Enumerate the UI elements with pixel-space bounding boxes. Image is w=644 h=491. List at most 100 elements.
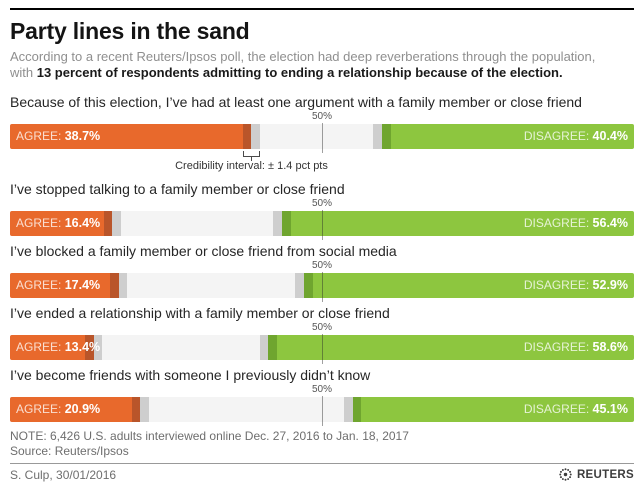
agree-ci-gray bbox=[93, 335, 103, 360]
disagree-bar bbox=[361, 397, 634, 422]
credibility-interval-annotation: Credibility interval: ± 1.4 pct pts bbox=[10, 149, 634, 174]
page-title: Party lines in the sand bbox=[10, 18, 250, 44]
fifty-percent-label: 50% bbox=[311, 111, 333, 122]
charts-container: Because of this election, I’ve had at le… bbox=[10, 94, 634, 426]
bar-track: AGREE: 38.7% DISAGREE: 40.4% bbox=[10, 124, 634, 149]
agree-value-label: AGREE: 13.4% bbox=[16, 335, 100, 360]
fifty-percent-label: 50% bbox=[311, 322, 333, 333]
fifty-percent-line bbox=[322, 123, 323, 153]
disagree-tag: DISAGREE: bbox=[523, 216, 590, 230]
disagree-tag: DISAGREE: bbox=[523, 278, 590, 292]
fifty-percent-line bbox=[322, 210, 323, 240]
disagree-ci-dark bbox=[268, 335, 278, 360]
disagree-value-label: DISAGREE: 45.1% bbox=[524, 397, 628, 422]
fifty-percent-label: 50% bbox=[311, 260, 333, 271]
question-label: I’ve ended a relationship with a family … bbox=[10, 305, 390, 321]
question-label: I’ve stopped talking to a family member … bbox=[10, 181, 345, 197]
agree-ci-gray bbox=[112, 211, 122, 236]
reuters-logo: REUTERS bbox=[558, 467, 634, 482]
agree-value-label: AGREE: 20.9% bbox=[16, 397, 100, 422]
reuters-dotted-circle-icon bbox=[559, 468, 572, 481]
agree-bar bbox=[10, 124, 243, 149]
footnote: NOTE: 6,426 U.S. adults interviewed onli… bbox=[10, 429, 409, 443]
disagree-value: 58.6% bbox=[592, 340, 628, 354]
infographic-page: Party lines in the sand According to a r… bbox=[0, 8, 644, 491]
agree-ci-dark bbox=[131, 397, 141, 422]
disagree-bar bbox=[290, 211, 634, 236]
poll-chart: Because of this election, I’ve had at le… bbox=[10, 94, 634, 174]
bar-track: AGREE: 13.4% DISAGREE: 58.6% bbox=[10, 335, 634, 360]
agree-value-label: AGREE: 38.7% bbox=[16, 124, 100, 149]
question-label: I’ve blocked a family member or close fr… bbox=[10, 243, 397, 259]
bar-area: 50% AGREE: 17.4% DISAGREE: 52.9% bbox=[10, 260, 634, 302]
bar-area: 50% AGREE: 13.4% DISAGREE: 58.6% bbox=[10, 322, 634, 364]
agree-value: 16.4% bbox=[64, 216, 101, 230]
disagree-ci-gray bbox=[259, 335, 269, 360]
disagree-bar bbox=[390, 124, 634, 149]
disagree-ci-gray bbox=[373, 124, 382, 149]
fifty-percent-line bbox=[322, 334, 323, 364]
source-line: Source: Reuters/Ipsos bbox=[10, 444, 129, 458]
agree-value: 13.4% bbox=[64, 340, 101, 354]
subtitle: According to a recent Reuters/Ipsos poll… bbox=[10, 49, 634, 81]
credit-row: S. Culp, 30/01/2016 REUTERS bbox=[10, 467, 634, 482]
footer-rule bbox=[10, 463, 634, 464]
agree-value: 20.9% bbox=[64, 402, 101, 416]
agree-tag: AGREE: bbox=[16, 402, 62, 416]
agree-ci-dark bbox=[109, 273, 119, 298]
disagree-value-label: DISAGREE: 58.6% bbox=[524, 335, 628, 360]
credibility-interval-text: Credibility interval: ± 1.4 pct pts bbox=[175, 160, 328, 172]
poll-chart: I’ve stopped talking to a family member … bbox=[10, 181, 634, 240]
bar-track: AGREE: 16.4% DISAGREE: 56.4% bbox=[10, 211, 634, 236]
disagree-tag: DISAGREE: bbox=[523, 340, 590, 354]
subtitle-line2-bold: 13 percent of respondents admitting to e… bbox=[36, 65, 563, 80]
agree-ci-gray bbox=[140, 397, 150, 422]
agree-ci-dark bbox=[242, 124, 252, 149]
agree-tag: AGREE: bbox=[16, 278, 62, 292]
poll-chart: I’ve ended a relationship with a family … bbox=[10, 305, 634, 364]
disagree-bar bbox=[277, 335, 634, 360]
bar-track: AGREE: 20.9% DISAGREE: 45.1% bbox=[10, 397, 634, 422]
bar-area: 50% AGREE: 38.7% DISAGREE: 40.4% bbox=[10, 111, 634, 153]
agree-bar bbox=[10, 273, 110, 298]
question-label: I’ve become friends with someone I previ… bbox=[10, 367, 371, 383]
credibility-bracket-tick bbox=[251, 157, 253, 161]
disagree-tag: DISAGREE: bbox=[523, 402, 590, 416]
fifty-percent-line bbox=[322, 396, 323, 426]
disagree-tag: DISAGREE: bbox=[523, 129, 590, 143]
agree-bar bbox=[10, 335, 85, 360]
disagree-value-label: DISAGREE: 40.4% bbox=[524, 124, 628, 149]
credit-byline: S. Culp, 30/01/2016 bbox=[10, 467, 117, 482]
agree-value: 17.4% bbox=[64, 278, 101, 292]
credibility-bracket bbox=[242, 151, 261, 157]
poll-chart: I’ve blocked a family member or close fr… bbox=[10, 243, 634, 302]
disagree-ci-gray bbox=[273, 211, 283, 236]
agree-bar bbox=[10, 397, 132, 422]
subtitle-line1: According to a recent Reuters/Ipsos poll… bbox=[10, 49, 596, 64]
agree-tag: AGREE: bbox=[16, 340, 62, 354]
agree-ci-dark bbox=[84, 335, 94, 360]
question-label: Because of this election, I’ve had at le… bbox=[10, 94, 582, 110]
reuters-wordmark: REUTERS bbox=[576, 468, 634, 481]
disagree-ci-dark bbox=[381, 124, 391, 149]
agree-value: 38.7% bbox=[64, 129, 101, 143]
disagree-ci-dark bbox=[352, 397, 362, 422]
agree-value-label: AGREE: 17.4% bbox=[16, 273, 100, 298]
agree-bar bbox=[10, 211, 104, 236]
disagree-bar bbox=[312, 273, 634, 298]
fifty-percent-line bbox=[322, 272, 323, 302]
disagree-ci-gray bbox=[343, 397, 353, 422]
bar-area: 50% AGREE: 16.4% DISAGREE: 56.4% bbox=[10, 198, 634, 240]
disagree-value: 52.9% bbox=[592, 278, 628, 292]
disagree-value-label: DISAGREE: 52.9% bbox=[524, 273, 628, 298]
disagree-value: 45.1% bbox=[592, 402, 628, 416]
agree-ci-gray bbox=[251, 124, 261, 149]
disagree-ci-dark bbox=[282, 211, 291, 236]
disagree-value-label: DISAGREE: 56.4% bbox=[524, 211, 628, 236]
agree-value-label: AGREE: 16.4% bbox=[16, 211, 100, 236]
agree-tag: AGREE: bbox=[16, 216, 62, 230]
agree-ci-dark bbox=[103, 211, 113, 236]
footer: NOTE: 6,426 U.S. adults interviewed onli… bbox=[10, 429, 634, 482]
fifty-percent-label: 50% bbox=[311, 384, 333, 395]
disagree-ci-gray bbox=[295, 273, 304, 298]
